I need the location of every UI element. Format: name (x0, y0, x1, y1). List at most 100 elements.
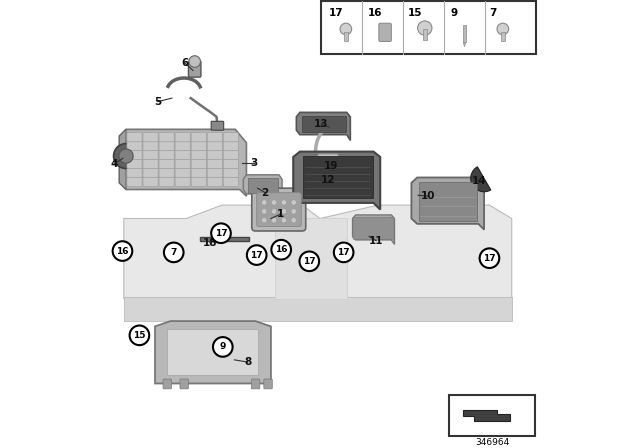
Text: 11: 11 (369, 236, 383, 246)
Circle shape (281, 218, 287, 223)
FancyBboxPatch shape (207, 142, 222, 151)
FancyBboxPatch shape (143, 133, 158, 142)
FancyBboxPatch shape (175, 159, 190, 168)
Polygon shape (320, 205, 512, 299)
FancyBboxPatch shape (252, 379, 260, 389)
Bar (344, 32, 348, 42)
Circle shape (262, 218, 267, 223)
Text: 9: 9 (220, 342, 226, 351)
Circle shape (271, 200, 276, 205)
FancyBboxPatch shape (191, 168, 206, 177)
Polygon shape (275, 219, 347, 299)
FancyBboxPatch shape (207, 159, 222, 168)
FancyBboxPatch shape (191, 150, 206, 159)
FancyBboxPatch shape (180, 379, 188, 389)
FancyBboxPatch shape (207, 177, 222, 186)
Circle shape (271, 240, 291, 259)
Text: 18: 18 (203, 237, 217, 248)
Text: 6: 6 (182, 58, 189, 68)
FancyBboxPatch shape (163, 379, 172, 389)
Text: 15: 15 (133, 331, 146, 340)
Circle shape (497, 23, 509, 35)
Polygon shape (200, 237, 249, 241)
FancyBboxPatch shape (127, 159, 142, 168)
FancyBboxPatch shape (318, 154, 339, 165)
FancyBboxPatch shape (223, 159, 238, 168)
FancyBboxPatch shape (175, 142, 190, 151)
Text: 16: 16 (367, 9, 382, 18)
FancyBboxPatch shape (252, 188, 306, 231)
FancyBboxPatch shape (143, 159, 158, 168)
FancyBboxPatch shape (188, 61, 201, 77)
FancyBboxPatch shape (175, 168, 190, 177)
Polygon shape (119, 129, 246, 196)
Text: 14: 14 (472, 176, 486, 186)
Text: 9: 9 (451, 9, 458, 18)
FancyBboxPatch shape (207, 133, 222, 142)
Polygon shape (463, 43, 466, 47)
Polygon shape (419, 182, 477, 221)
Text: 17: 17 (214, 229, 227, 238)
FancyBboxPatch shape (207, 168, 222, 177)
Circle shape (262, 200, 267, 205)
Polygon shape (303, 156, 372, 198)
Circle shape (211, 224, 231, 243)
FancyBboxPatch shape (159, 150, 174, 159)
Bar (501, 32, 504, 42)
FancyBboxPatch shape (223, 150, 238, 159)
Circle shape (479, 248, 499, 268)
Polygon shape (155, 321, 271, 383)
Text: 17: 17 (337, 248, 350, 257)
Text: 3: 3 (250, 158, 258, 168)
FancyBboxPatch shape (191, 133, 206, 142)
Circle shape (291, 209, 296, 214)
Polygon shape (353, 215, 394, 244)
Bar (423, 29, 427, 40)
Wedge shape (470, 167, 491, 192)
Text: 17: 17 (483, 254, 496, 263)
FancyBboxPatch shape (143, 142, 158, 151)
Circle shape (189, 56, 200, 67)
Polygon shape (243, 175, 282, 201)
Circle shape (247, 245, 266, 265)
FancyBboxPatch shape (223, 168, 238, 177)
FancyBboxPatch shape (159, 177, 174, 186)
FancyBboxPatch shape (264, 379, 272, 389)
FancyBboxPatch shape (159, 159, 174, 168)
Circle shape (300, 251, 319, 271)
Polygon shape (124, 297, 512, 321)
FancyBboxPatch shape (127, 177, 142, 186)
Bar (449, 395, 535, 436)
Circle shape (129, 326, 149, 345)
FancyBboxPatch shape (175, 133, 190, 142)
Text: 17: 17 (329, 9, 344, 18)
Polygon shape (463, 410, 510, 421)
Circle shape (271, 209, 276, 214)
FancyBboxPatch shape (127, 133, 142, 142)
Text: 13: 13 (314, 119, 328, 129)
Polygon shape (302, 116, 346, 133)
Polygon shape (296, 112, 350, 141)
Circle shape (113, 144, 138, 168)
Circle shape (113, 241, 132, 261)
Polygon shape (124, 205, 320, 299)
FancyBboxPatch shape (257, 193, 301, 227)
FancyBboxPatch shape (159, 168, 174, 177)
Circle shape (334, 242, 353, 262)
FancyBboxPatch shape (159, 133, 174, 142)
FancyBboxPatch shape (127, 168, 142, 177)
FancyBboxPatch shape (143, 150, 158, 159)
Text: 12: 12 (321, 175, 335, 185)
Text: 346964: 346964 (475, 438, 509, 447)
FancyBboxPatch shape (353, 217, 394, 240)
Circle shape (262, 209, 267, 214)
Polygon shape (248, 178, 278, 193)
Text: 8: 8 (244, 357, 252, 367)
Text: 15: 15 (408, 9, 422, 18)
Polygon shape (168, 329, 259, 375)
FancyBboxPatch shape (223, 133, 238, 142)
FancyBboxPatch shape (191, 142, 206, 151)
Circle shape (213, 337, 232, 357)
Circle shape (281, 200, 287, 205)
Polygon shape (293, 151, 380, 210)
